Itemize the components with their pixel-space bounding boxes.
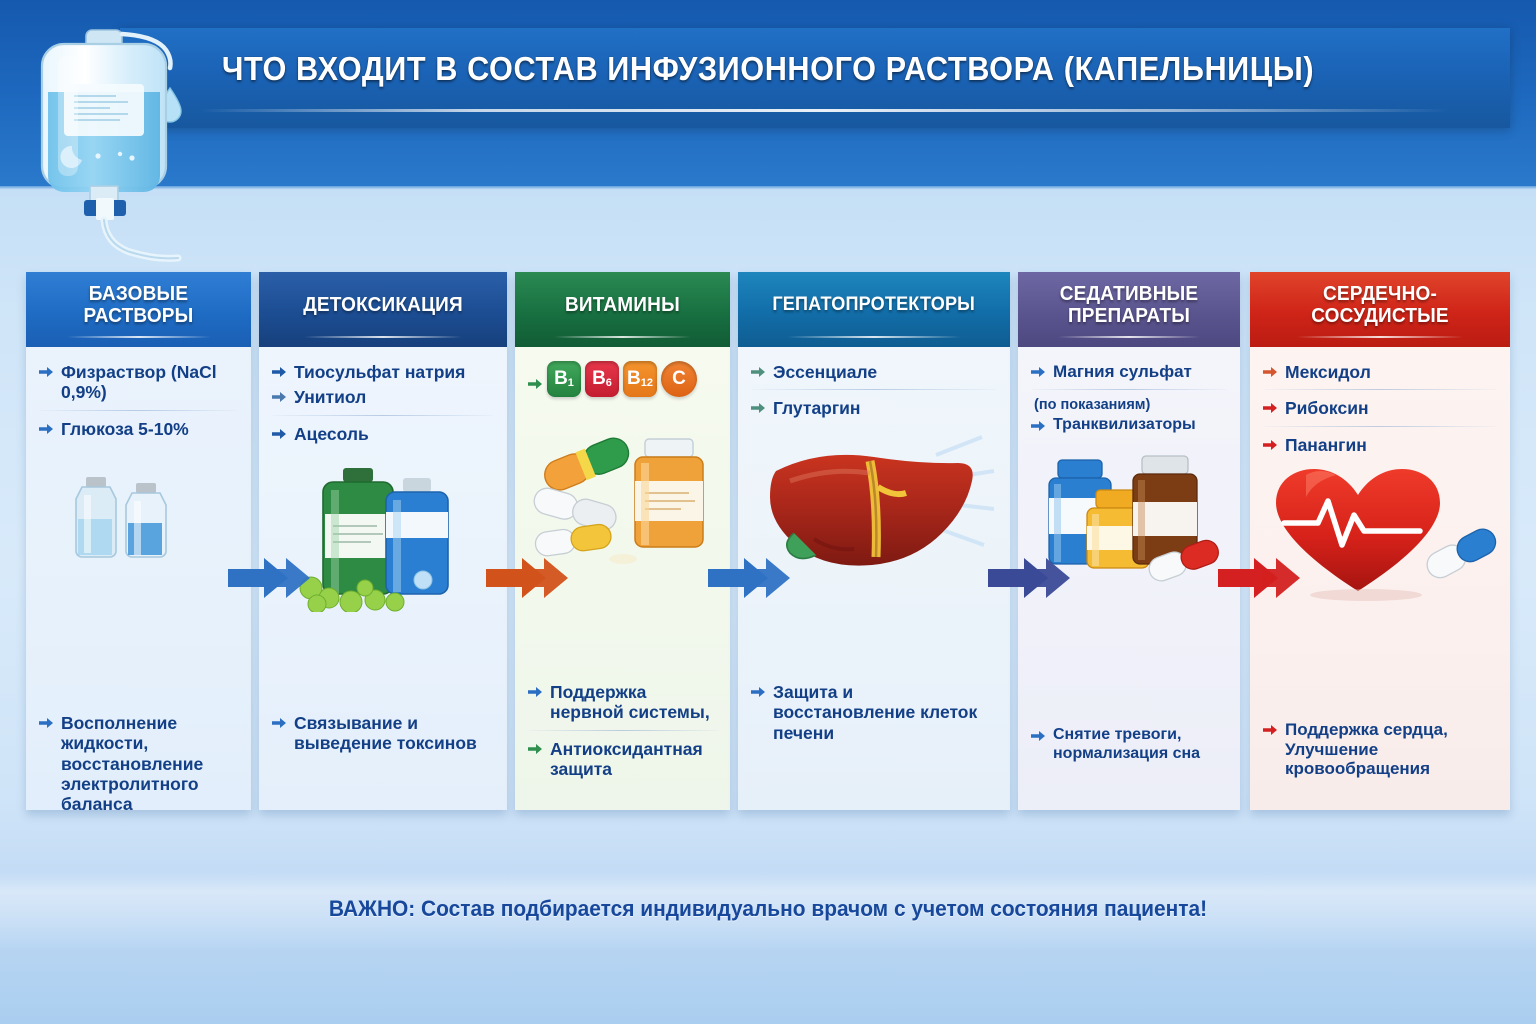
arrow-right-icon — [751, 403, 765, 414]
column-title: ДЕТОКСИКАЦИЯ — [303, 293, 463, 316]
column-header-hepatoprotectors: ГЕПАТОПРОТЕКТОРЫ — [738, 272, 1010, 347]
column-body-base-solutions: Физраствор (NaCl 0,9%) Глюкоза 5-10% — [26, 347, 251, 814]
arrow-right-icon — [1031, 367, 1045, 377]
benefit-cardiovascular: Поддержка сердца, Улучшение кровообращен… — [1262, 719, 1500, 781]
column-body-hepatoprotectors: Эссенциале Глутаргин — [738, 347, 1010, 810]
arrow-right-icon — [1263, 439, 1277, 450]
column-sedatives[interactable]: СЕДАТИВНЫЕ ПРЕПАРАТЫ Магния сульфат (по … — [1018, 272, 1240, 810]
column-cardiovascular[interactable]: СЕРДЕЧНО- СОСУДИСТЫЕ Мексидол Рибоксин П… — [1250, 272, 1510, 810]
benefit-base-solutions: Восполнение жидкости, восстановление эле… — [38, 712, 241, 816]
arrow-right-icon — [39, 367, 53, 377]
column-base-solutions[interactable]: БАЗОВЫЕ РАСТВОРЫ Физраствор (NaCl 0,9%) … — [26, 272, 251, 814]
arrow-right-icon — [751, 367, 765, 377]
list-item[interactable]: Транквилизаторы — [1030, 415, 1228, 435]
column-body-sedatives: Магния сульфат (по показаниям) Транквили… — [1018, 347, 1240, 810]
divider — [1264, 425, 1496, 427]
list-item[interactable]: Рибоксин — [1262, 397, 1498, 418]
footer-note: ВАЖНО: Состав подбирается индивидуально … — [328, 896, 1208, 921]
arrow-right-icon — [1031, 731, 1045, 741]
column-title: ГЕПАТОПРОТЕКТОРЫ — [772, 294, 976, 316]
page-title: ЧТО ВХОДИТ В СОСТАВ ИНФУЗИОННОГО РАСТВОР… — [221, 50, 1315, 87]
list-item[interactable]: Глюкоза 5-10% — [38, 418, 239, 439]
arrow-right-icon — [1263, 725, 1277, 735]
benefit-detox: Связывание и выведение токсинов — [271, 712, 497, 756]
list-item[interactable]: Унитиол — [271, 386, 495, 407]
divider — [273, 414, 493, 416]
detox-bottles-illustration — [271, 452, 495, 614]
arrow-right-icon — [272, 392, 286, 403]
list-item[interactable]: Эссенциале — [750, 361, 998, 382]
benefit-vitamins: Поддержка нервной системы, Антиоксидантн… — [527, 681, 720, 781]
footer-band — [0, 872, 1536, 950]
benefit-hepatoprotectors: Защита и восстановление клеток печени — [750, 681, 1000, 745]
arrow-right-icon — [751, 687, 765, 697]
list-item[interactable]: Глутаргин — [750, 397, 998, 418]
arrow-right-icon — [1263, 403, 1277, 414]
title-band — [120, 28, 1510, 128]
iv-drip-bag-icon — [24, 8, 214, 278]
list-item[interactable]: Мексидол — [1262, 361, 1498, 382]
liver-illustration — [750, 427, 998, 587]
arrow-right-icon — [39, 423, 53, 434]
badge-c: C — [661, 361, 697, 397]
column-header-sedatives: СЕДАТИВНЫЕ ПРЕПАРАТЫ — [1018, 272, 1240, 347]
vitamin-capsules-illustration — [527, 407, 718, 572]
saline-vials-illustration — [38, 453, 239, 563]
column-header-base-solutions: БАЗОВЫЕ РАСТВОРЫ — [26, 272, 251, 347]
list-item[interactable]: Тиосульфат натрия — [271, 361, 495, 382]
column-title: ВИТАМИНЫ — [565, 293, 680, 316]
arrow-right-icon — [528, 379, 542, 389]
arrow-right-icon — [39, 718, 53, 728]
divider — [529, 729, 718, 731]
arrow-right-icon — [1263, 367, 1277, 377]
divider — [40, 409, 237, 411]
arrow-right-icon — [272, 718, 286, 728]
list-item[interactable]: Магния сульфат — [1030, 361, 1228, 382]
column-title: СЕДАТИВНЫЕ ПРЕПАРАТЫ — [1059, 283, 1199, 327]
column-title: СЕРДЕЧНО- СОСУДИСТЫЕ — [1311, 283, 1449, 327]
divider — [752, 389, 996, 391]
divider — [1264, 389, 1496, 391]
arrow-right-icon — [1031, 420, 1045, 431]
list-item[interactable]: Ацесоль — [271, 423, 495, 444]
column-header-cardiovascular: СЕРДЕЧНО- СОСУДИСТЫЕ — [1250, 272, 1510, 347]
arrow-right-icon — [272, 428, 286, 439]
benefit-sedatives: Снятие тревоги, нормализация сна — [1030, 725, 1230, 765]
sedative-bottles-illustration — [1030, 444, 1228, 589]
list-item[interactable]: Физраствор (NaCl 0,9%) — [38, 361, 239, 403]
column-header-vitamins: ВИТАМИНЫ — [515, 272, 730, 347]
column-hepatoprotectors[interactable]: ГЕПАТОПРОТЕКТОРЫ Эссенциале Глутаргин — [738, 272, 1010, 810]
list-item[interactable]: Панангин — [1262, 434, 1498, 455]
column-header-detox: ДЕТОКСИКАЦИЯ — [259, 272, 507, 347]
heart-ecg-illustration — [1262, 461, 1498, 601]
column-title: БАЗОВЫЕ РАСТВОРЫ — [83, 283, 194, 327]
column-detox[interactable]: ДЕТОКСИКАЦИЯ Тиосульфат натрия Унитиол А… — [259, 272, 507, 810]
arrow-right-icon — [528, 743, 542, 754]
arrow-right-icon — [272, 367, 286, 377]
sedatives-note: (по показаниям) — [1034, 396, 1151, 413]
badge-b12: B 12 — [623, 361, 657, 397]
column-body-cardiovascular: Мексидол Рибоксин Панангин — [1250, 347, 1510, 810]
divider — [1032, 388, 1226, 390]
arrow-right-icon — [528, 687, 542, 697]
column-body-detox: Тиосульфат натрия Унитиол Ацесоль — [259, 347, 507, 810]
